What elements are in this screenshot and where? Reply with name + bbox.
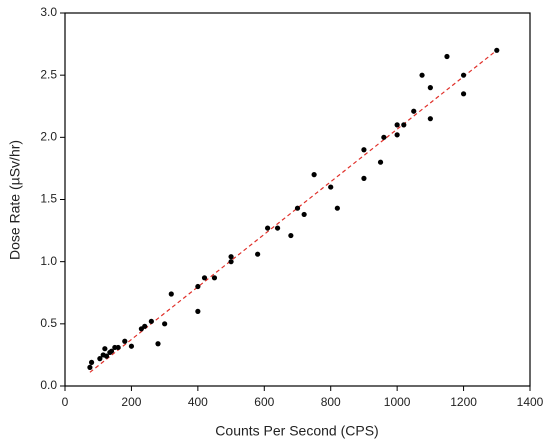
data-point bbox=[401, 122, 407, 128]
data-point bbox=[301, 211, 307, 218]
y-tick-label: 2.5 bbox=[40, 67, 57, 81]
data-point bbox=[228, 254, 234, 260]
data-point bbox=[294, 205, 301, 211]
data-point bbox=[115, 344, 121, 351]
data-point bbox=[201, 275, 208, 281]
x-tick-label: 600 bbox=[254, 395, 274, 409]
data-point bbox=[88, 359, 95, 365]
data-point bbox=[334, 205, 340, 211]
data-point bbox=[361, 147, 367, 153]
data-point bbox=[419, 72, 425, 78]
data-point bbox=[122, 338, 128, 344]
plot-frame bbox=[64, 12, 531, 387]
data-point bbox=[288, 232, 294, 239]
data-point bbox=[427, 116, 433, 122]
x-tick-label: 400 bbox=[188, 395, 208, 409]
data-point bbox=[328, 184, 334, 190]
x-tick-label: 0 bbox=[62, 395, 69, 409]
y-tick-label: 3.0 bbox=[40, 5, 57, 19]
data-point bbox=[265, 225, 271, 231]
data-point bbox=[142, 323, 148, 329]
data-point bbox=[162, 321, 168, 327]
data-point bbox=[255, 251, 261, 257]
data-point bbox=[155, 341, 161, 347]
y-axis-title: Dose Rate (µSv/hr) bbox=[7, 140, 23, 260]
data-point bbox=[361, 175, 367, 181]
data-point bbox=[377, 159, 384, 165]
x-tick-label: 1400 bbox=[517, 395, 544, 409]
data-point bbox=[195, 308, 201, 314]
data-point bbox=[195, 283, 201, 290]
y-tick-label: 1.5 bbox=[40, 192, 57, 206]
data-point bbox=[103, 353, 110, 359]
data-point bbox=[87, 364, 93, 370]
data-point bbox=[411, 108, 417, 114]
data-point bbox=[311, 172, 317, 178]
y-tick-label: 2.0 bbox=[40, 130, 57, 144]
x-axis-title: Counts Per Second (CPS) bbox=[215, 423, 378, 439]
fit-line bbox=[89, 49, 498, 373]
data-point bbox=[394, 132, 400, 138]
data-point bbox=[394, 122, 400, 128]
data-point bbox=[427, 85, 433, 91]
data-point bbox=[102, 346, 108, 352]
y-tick-label: 0.0 bbox=[40, 378, 57, 392]
data-point bbox=[274, 225, 281, 231]
x-tick-label: 800 bbox=[321, 395, 341, 409]
data-point bbox=[148, 318, 154, 324]
data-point bbox=[460, 91, 467, 97]
data-point bbox=[494, 47, 500, 53]
data-point bbox=[228, 259, 234, 265]
data-point bbox=[381, 134, 387, 140]
data-point bbox=[108, 348, 115, 354]
y-tick-label: 1.0 bbox=[40, 254, 57, 268]
data-point bbox=[211, 275, 218, 281]
data-point bbox=[460, 72, 467, 78]
x-tick-label: 1200 bbox=[450, 395, 477, 409]
x-tick-label: 200 bbox=[121, 395, 141, 409]
y-tick-label: 0.5 bbox=[40, 316, 57, 330]
data-point bbox=[444, 53, 450, 60]
data-point bbox=[128, 343, 135, 349]
data-point bbox=[97, 356, 103, 362]
data-point bbox=[168, 291, 174, 297]
x-tick-label: 1000 bbox=[384, 395, 411, 409]
